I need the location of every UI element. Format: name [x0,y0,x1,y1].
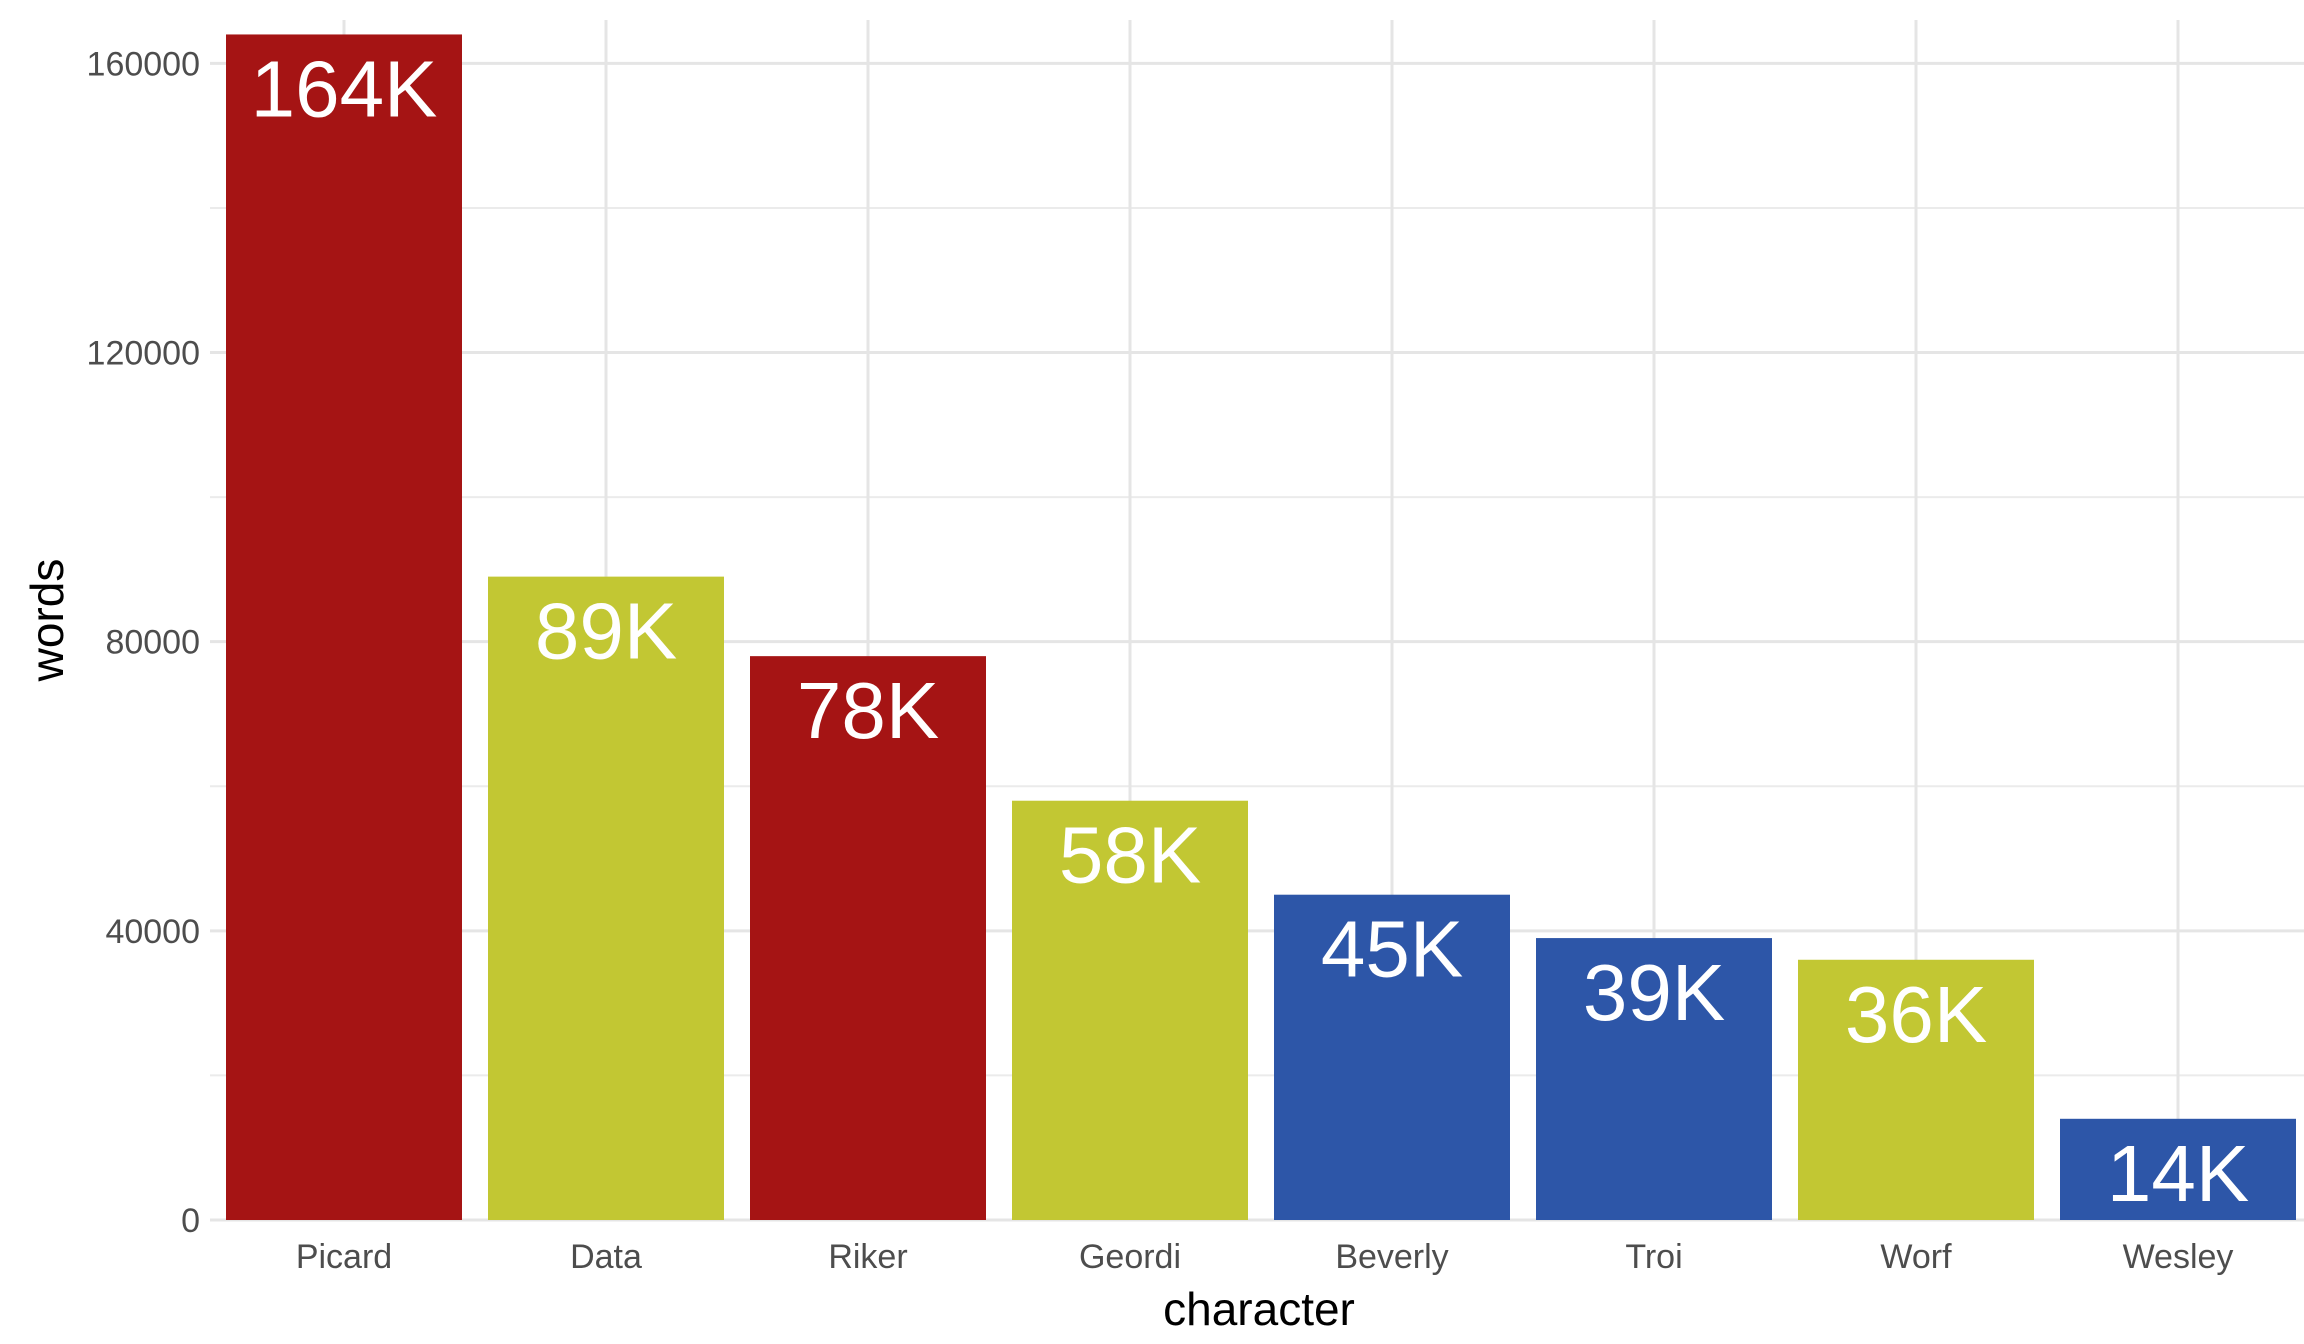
x-tick-label: Worf [1880,1238,1952,1276]
bar-worf [1798,959,2034,1220]
y-tick-label: 0 [181,1202,200,1240]
bar-value-label: 36K [1845,970,1987,1059]
y-tick-label: 80000 [105,624,200,662]
bar-value-labels: 164K 89K 78K 58K 45K 39K 36K 14K [251,44,2250,1217]
x-tick-label: Riker [828,1238,907,1276]
x-tick-label: Wesley [2123,1238,2234,1276]
bars [226,34,2296,1220]
x-tick-label: Beverly [1335,1238,1448,1276]
y-tick-label: 160000 [87,45,200,83]
bar-value-label: 89K [535,587,677,676]
bar-value-label: 14K [2107,1129,2249,1218]
bar-data [488,576,724,1220]
x-tick-label: Troi [1625,1238,1682,1276]
bar-riker [750,656,986,1220]
x-axis-title: character [1163,1283,1355,1335]
y-tick-label: 120000 [87,335,200,373]
bar-value-label: 58K [1059,811,1201,900]
bar-geordi [1012,800,1248,1220]
x-axis-tick-labels: Picard Data Riker Geordi Beverly Troi Worf Wesl… [296,1238,2234,1276]
bar-value-label: 164K [251,44,438,133]
y-axis-title: words [21,559,73,683]
bar-wesley [2060,1118,2296,1220]
x-tick-label: Geordi [1079,1238,1181,1276]
y-tick-label: 40000 [105,913,200,951]
bar-troi [1536,938,1772,1220]
bar-value-label: 45K [1321,905,1463,994]
x-tick-label: Picard [296,1238,392,1276]
y-axis-tick-labels: 0 40000 80000 120000 160000 [87,45,200,1240]
bar-beverly [1274,894,1510,1220]
x-tick-label: Data [570,1238,642,1276]
bar-picard [226,34,462,1220]
bar-value-label: 78K [797,666,939,755]
bar-value-label: 39K [1583,948,1725,1037]
